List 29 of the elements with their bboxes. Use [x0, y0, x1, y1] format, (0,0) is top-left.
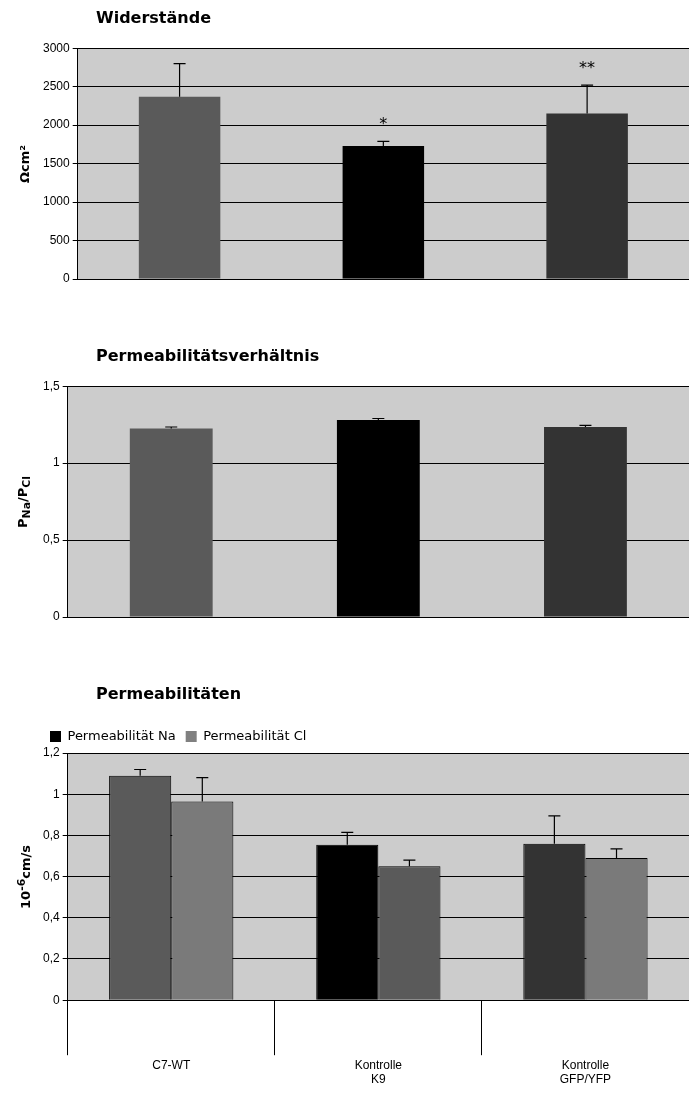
annotation: **	[579, 58, 596, 78]
chart-title: Permeabilitätsverhältnis	[95, 345, 321, 367]
chart-title: Permeabilitäten	[95, 683, 243, 705]
annotation: *	[379, 114, 388, 134]
y-tick-label: 0	[52, 992, 60, 1007]
y-tick-label: 1	[52, 455, 60, 470]
y-tick-label: 1,5	[42, 378, 60, 393]
y-tick-label: 0,2	[42, 951, 60, 966]
y-tick-label: 3000	[42, 40, 71, 55]
y-axis-title: Ωcm²	[16, 144, 32, 183]
legend-label: Permeabilität Na	[67, 727, 176, 743]
x-tick-label: Kontrolle K9	[354, 1057, 403, 1087]
legend-label: Permeabilität Cl	[203, 727, 307, 743]
y-tick-label: 1000	[42, 194, 71, 209]
y-tick-label: 0,6	[42, 868, 60, 883]
y-tick-label: 1,2	[42, 745, 60, 760]
x-tick-label: C7-WT	[152, 1057, 191, 1072]
y-tick-label: 2500	[42, 78, 71, 93]
y-tick-label: 0,8	[42, 827, 60, 842]
y-tick-label: 1	[52, 786, 60, 801]
y-tick-label: 1500	[42, 155, 71, 170]
y-tick-label: 0	[63, 271, 71, 286]
x-tick-label: Kontrolle GFP/YFP	[559, 1057, 612, 1087]
y-tick-label: 0	[52, 609, 60, 624]
y-tick-label: 0,5	[42, 532, 60, 547]
y-tick-label: 500	[49, 232, 71, 247]
y-tick-label: 0,4	[42, 910, 60, 925]
chart-title: Widerstände	[95, 7, 212, 29]
y-tick-label: 2000	[42, 117, 71, 132]
